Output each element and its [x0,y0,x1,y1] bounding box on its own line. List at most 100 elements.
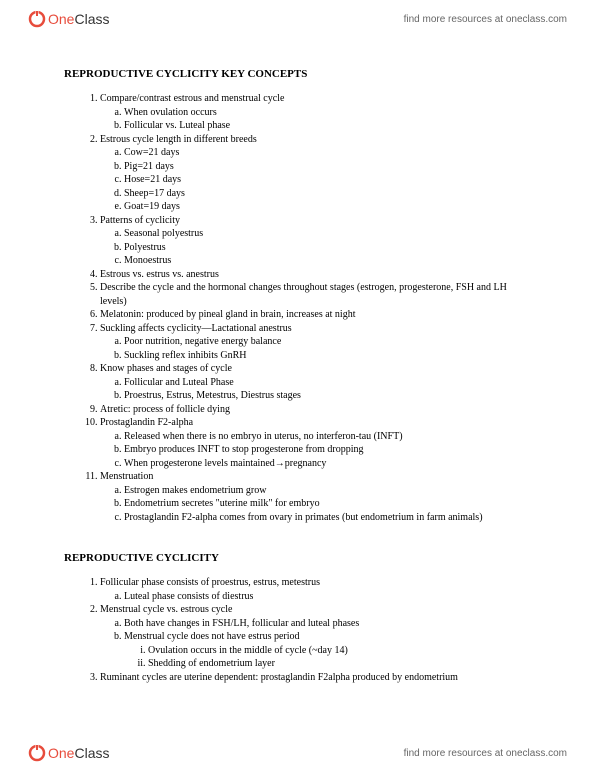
brand-logo-footer[interactable]: OneClass [28,744,109,762]
list-item: Prostaglandin F2-alpha comes from ovary … [124,511,531,525]
list-item: Atretic: process of follicle dying [100,403,531,417]
section-title-1: REPRODUCTIVE CYCLICITY KEY CONCEPTS [64,68,531,80]
brand-logo[interactable]: OneClass [28,10,109,28]
list-item-text: Estrous vs. estrus vs. anestrus [100,269,219,280]
list-item: Sheep=17 days [124,187,531,201]
nested-list: Ovulation occurs in the middle of cycle … [124,644,531,671]
list-item: Ruminant cycles are uterine dependent: p… [100,671,531,685]
list-item: Patterns of cyclicitySeasonal polyestrus… [100,214,531,268]
list-item: Embryo produces INFT to stop progesteron… [124,443,531,457]
list-item: Hose=21 days [124,173,531,187]
list-item-text: Cow=21 days [124,147,179,158]
list-item-text: Prostaglandin F2-alpha [100,417,193,428]
list-item: Estrogen makes endometrium grow [124,484,531,498]
list-item-text: Proestrus, Estrus, Metestrus, Diestrus s… [124,390,301,401]
list-item: Both have changes in FSH/LH, follicular … [124,617,531,631]
header-resources-link[interactable]: find more resources at oneclass.com [404,14,567,25]
list-item: Menstruation Estrogen makes endometrium g… [100,470,531,524]
list-item-text: Both have changes in FSH/LH, follicular … [124,618,359,629]
list-item-text: Melatonin: produced by pineal gland in b… [100,309,355,320]
list-item: Goat=19 days [124,200,531,214]
page-header: OneClass find more resources at oneclass… [0,0,595,34]
nested-list: Estrogen makes endometrium grow Endometri… [100,484,531,525]
nested-list: Cow=21 days Pig=21 days Hose=21 days Sheep=… [100,146,531,214]
page-footer: OneClass find more resources at oneclass… [0,744,595,762]
list-item: Poor nutrition, negative energy balance [124,335,531,349]
list-item: When ovulation occurs [124,106,531,120]
list-item: Know phases and stages of cycle Follicula… [100,362,531,403]
list-item-text: Patterns of cyclicity [100,215,180,226]
list-item-text: Follicular phase consists of proestrus, … [100,577,320,588]
list-item-text: When ovulation occurs [124,107,217,118]
list-item-text: Endometrium secretes "uterine milk" for … [124,498,320,509]
list-item: Menstrual cycle vs. estrous cycle Both ha… [100,603,531,671]
list-item-text: Estrous cycle length in different breeds [100,134,257,145]
logo-icon [28,744,46,762]
list-item: Luteal phase consists of diestrus [124,590,531,604]
footer-resources-link[interactable]: find more resources at oneclass.com [404,748,567,759]
list-item-text: Suckling affects cyclicity—Lactational a… [100,323,292,334]
list-item-text: Luteal phase consists of diestrus [124,591,253,602]
list-item-text: Ruminant cycles are uterine dependent: p… [100,672,458,683]
nested-list: Follicular and Luteal Phase Proestrus, Es… [100,376,531,403]
list-item: Pig=21 days [124,160,531,174]
list-item: Suckling affects cyclicity—Lactational a… [100,322,531,363]
nested-list: When ovulation occurs Follicular vs. Lute… [100,106,531,133]
section-title-2: REPRODUCTIVE CYCLICITY [64,552,531,564]
list-item: Follicular phase consists of proestrus, … [100,576,531,603]
list-item-text: Menstruation [100,471,153,482]
nested-list: Seasonal polyestrus PolyestrusMonoestrus [100,227,531,268]
brand-text: OneClass [48,745,109,761]
list-item-text: Describe the cycle and the hormonal chan… [100,282,507,307]
list-item: Estrous vs. estrus vs. anestrus [100,268,531,282]
list-item: Estrous cycle length in different breeds… [100,133,531,214]
list-item: Follicular vs. Luteal phase [124,119,531,133]
list-item: Compare/contrast estrous and menstrual c… [100,92,531,133]
list-item-text: Shedding of endometrium layer [148,658,275,669]
nested-list: Released when there is no embryo in uter… [100,430,531,471]
list-item-text: Seasonal polyestrus [124,228,203,239]
list-item-text: Hose=21 days [124,174,181,185]
list-item-text: Atretic: process of follicle dying [100,404,230,415]
list-item: Follicular and Luteal Phase [124,376,531,390]
list-item: Ovulation occurs in the middle of cycle … [148,644,531,658]
list-item-text: Prostaglandin F2-alpha comes from ovary … [124,512,483,523]
list-item-text: Follicular and Luteal Phase [124,377,234,388]
list-item: When progesterone levels maintained→preg… [124,457,531,471]
list-item-text: Poor nutrition, negative energy balance [124,336,281,347]
list-item: Polyestrus [124,241,531,255]
list-item-text: When progesterone levels maintained→preg… [124,458,326,469]
nested-list: Luteal phase consists of diestrus [100,590,531,604]
list-item: Prostaglandin F2-alpha Released when ther… [100,416,531,470]
list-item-text: Suckling reflex inhibits GnRH [124,350,247,361]
list-item-text: Polyestrus [124,242,166,253]
list-item: Proestrus, Estrus, Metestrus, Diestrus s… [124,389,531,403]
list-item-text: Follicular vs. Luteal phase [124,120,230,131]
list-item: Released when there is no embryo in uter… [124,430,531,444]
list-item: Endometrium secretes "uterine milk" for … [124,497,531,511]
list-item-text: Compare/contrast estrous and menstrual c… [100,93,284,104]
list-item-text: Released when there is no embryo in uter… [124,431,403,442]
list-item-text: Goat=19 days [124,201,180,212]
document-content: REPRODUCTIVE CYCLICITY KEY CONCEPTS Comp… [0,34,595,694]
list-item-text: Embryo produces INFT to stop progesteron… [124,444,364,455]
logo-icon [28,10,46,28]
list-item: Describe the cycle and the hormonal chan… [100,281,531,308]
nested-list: Poor nutrition, negative energy balance S… [100,335,531,362]
list-item-text: Ovulation occurs in the middle of cycle … [148,645,348,656]
list-item: Menstrual cycle does not have estrus per… [124,630,531,671]
list-item-text: Menstrual cycle does not have estrus per… [124,631,300,642]
list-item: Suckling reflex inhibits GnRH [124,349,531,363]
list-item-text: Menstrual cycle vs. estrous cycle [100,604,232,615]
list-item: Shedding of endometrium layer [148,657,531,671]
list-item: Melatonin: produced by pineal gland in b… [100,308,531,322]
brand-text: OneClass [48,11,109,27]
list-item: Monoestrus [124,254,531,268]
list-item-text: Pig=21 days [124,161,174,172]
list-item-text: Estrogen makes endometrium grow [124,485,266,496]
list-item-text: Sheep=17 days [124,188,185,199]
list-item-text: Know phases and stages of cycle [100,363,232,374]
nested-list: Both have changes in FSH/LH, follicular … [100,617,531,671]
list-item: Cow=21 days [124,146,531,160]
section2-list: Follicular phase consists of proestrus, … [64,576,531,684]
